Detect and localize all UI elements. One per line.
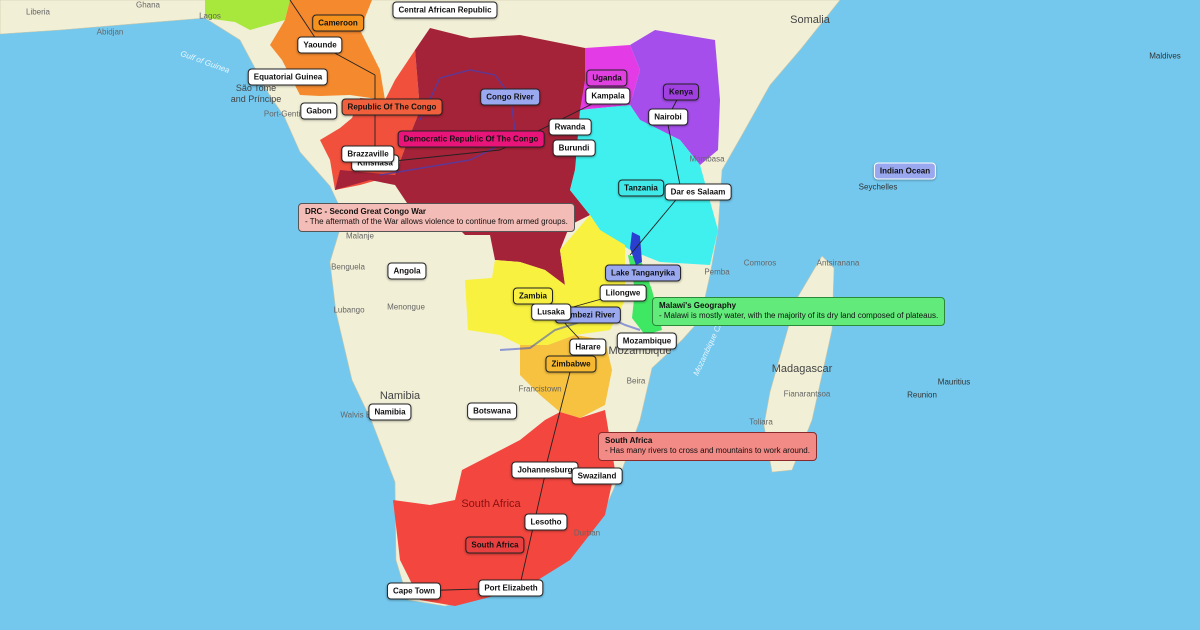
note-title: Malawi's Geography: [659, 301, 737, 310]
marker-lusaka[interactable]: Lusaka: [531, 303, 571, 321]
base-label: Maldives: [1149, 51, 1181, 61]
marker-uganda[interactable]: Uganda: [586, 69, 628, 87]
marker-angola[interactable]: Angola: [387, 262, 427, 280]
marker-burundi[interactable]: Burundi: [552, 139, 596, 157]
base-label: Madagascar: [771, 363, 833, 375]
base-label: Seychelles: [858, 182, 898, 192]
marker-johannesburg[interactable]: Johannesburg: [511, 461, 579, 479]
note-drc[interactable]: DRC - Second Great Congo War - The after…: [298, 203, 575, 232]
base-label: Toliara: [749, 417, 773, 427]
marker-gabon[interactable]: Gabon: [300, 102, 338, 120]
marker-tanzania[interactable]: Tanzania: [618, 179, 664, 197]
marker-lake-tanganyika[interactable]: Lake Tanganyika: [605, 264, 681, 282]
note-body: - The aftermath of the War allows violen…: [305, 217, 568, 227]
marker-south-africa[interactable]: South Africa: [465, 536, 525, 554]
base-label: South Africa: [461, 498, 521, 510]
base-label: Malanje: [345, 231, 375, 241]
marker-port-elizabeth[interactable]: Port Elizabeth: [478, 579, 544, 597]
marker-dar-es-salaam[interactable]: Dar es Salaam: [664, 183, 732, 201]
marker-lesotho[interactable]: Lesotho: [524, 513, 568, 531]
marker-kampala[interactable]: Kampala: [585, 87, 631, 105]
marker-nairobi[interactable]: Nairobi: [648, 108, 688, 126]
base-label: São Tomé: [235, 83, 277, 93]
marker-zimbabwe[interactable]: Zimbabwe: [545, 355, 597, 373]
marker-swaziland[interactable]: Swaziland: [571, 467, 623, 485]
base-label: Francistown: [518, 384, 562, 394]
marker-central-african-republic[interactable]: Central African Republic: [392, 1, 498, 19]
marker-namibia[interactable]: Namibia: [368, 403, 412, 421]
south-africa-region: [393, 410, 615, 606]
marker-botswana[interactable]: Botswana: [467, 402, 517, 420]
note-title: South Africa: [605, 436, 653, 445]
marker-zambia[interactable]: Zambia: [512, 287, 554, 305]
marker-congo-river[interactable]: Congo River: [480, 88, 540, 106]
base-label: Port-Gentil: [263, 109, 303, 119]
base-label: Menongue: [387, 302, 425, 312]
base-label: Somalia: [790, 14, 830, 26]
base-label: Beira: [626, 376, 646, 386]
marker-mozambique[interactable]: Mozambique: [616, 332, 678, 350]
base-label: and Príncipe: [230, 94, 282, 104]
marker-kenya[interactable]: Kenya: [662, 83, 700, 101]
base-label: Mauritius: [937, 377, 971, 387]
base-label: Pemba: [704, 267, 730, 277]
marker-lilongwe[interactable]: Lilongwe: [599, 284, 647, 302]
base-label: Abidjan: [96, 27, 124, 37]
base-label: Reunion: [907, 390, 937, 400]
marker-harare[interactable]: Harare: [569, 338, 607, 356]
marker-equatorial-guinea[interactable]: Equatorial Guinea: [247, 68, 329, 86]
base-label: Lubango: [333, 305, 365, 315]
marker-brazzaville[interactable]: Brazzaville: [341, 145, 395, 163]
base-label: Fianarantsoa: [783, 389, 831, 399]
marker-cape-town[interactable]: Cape Town: [386, 582, 442, 600]
marker-republic-of-the-congo[interactable]: Republic Of The Congo: [341, 98, 443, 116]
note-malawi[interactable]: Malawi's Geography - Malawi is mostly wa…: [652, 297, 946, 326]
base-label: Ghana: [135, 0, 161, 10]
base-label: Durban: [573, 528, 601, 538]
base-label: Mombasa: [689, 154, 725, 164]
congo-river: [379, 69, 516, 176]
marker-drc[interactable]: Democratic Republic Of The Congo: [397, 130, 545, 148]
marker-indian-ocean[interactable]: Indian Ocean: [873, 162, 937, 180]
base-label: Walvis Bay: [340, 410, 380, 420]
marker-rwanda[interactable]: Rwanda: [548, 118, 592, 136]
nigeria-region: [205, 0, 290, 30]
base-label: Lagos: [199, 11, 221, 21]
base-label: Benguela: [331, 262, 365, 272]
note-body: - Malawi is mostly water, with the major…: [659, 311, 939, 321]
base-label: Liberia: [25, 7, 51, 17]
note-south-africa[interactable]: South Africa - Has many rivers to cross …: [598, 432, 817, 461]
note-body: - Has many rivers to cross and mountains…: [605, 446, 810, 456]
base-label: Namibia: [379, 390, 421, 402]
marker-yaounde[interactable]: Yaounde: [297, 36, 343, 54]
marker-cameroon[interactable]: Cameroon: [312, 14, 364, 32]
base-label: Comoros: [743, 258, 777, 268]
base-label: Antsiranana: [816, 258, 860, 268]
note-title: DRC - Second Great Congo War: [305, 207, 427, 216]
